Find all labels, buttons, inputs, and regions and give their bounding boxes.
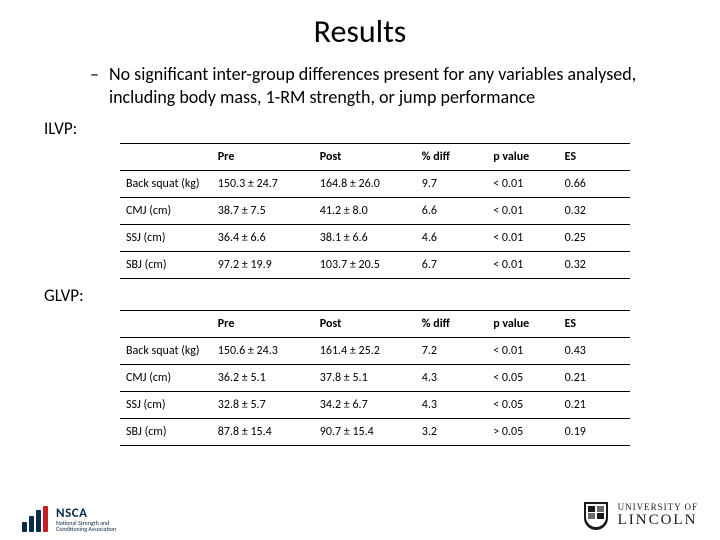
col-label [120, 311, 212, 338]
cell-diff: 4.6 [416, 225, 487, 252]
cell-pval: < 0.05 [487, 365, 558, 392]
table-row: Back squat (kg) 150.3 ± 24.7 164.8 ± 26.… [120, 171, 630, 198]
bullet-text: No significant inter-group differences p… [109, 63, 660, 108]
glvp-table-wrap: Pre Post % diff p value ES Back squat (k… [120, 310, 630, 446]
cell-post: 38.1 ± 6.6 [314, 225, 416, 252]
cell-pre: 150.3 ± 24.7 [212, 171, 314, 198]
col-label [120, 144, 212, 171]
cell-post: 37.8 ± 5.1 [314, 365, 416, 392]
ilvp-table-wrap: Pre Post % diff p value ES Back squat (k… [120, 143, 630, 279]
cell-diff: 6.7 [416, 252, 487, 279]
table-header-row: Pre Post % diff p value ES [120, 144, 630, 171]
cell-diff: 4.3 [416, 365, 487, 392]
cell-es: 0.32 [559, 252, 630, 279]
col-pval: p value [487, 311, 558, 338]
cell-pval: < 0.01 [487, 171, 558, 198]
cell-diff: 9.7 [416, 171, 487, 198]
cell-pre: 87.8 ± 15.4 [212, 419, 314, 446]
table-row: CMJ (cm) 38.7 ± 7.5 41.2 ± 8.0 6.6 < 0.0… [120, 198, 630, 225]
cell-label: SBJ (cm) [120, 419, 212, 446]
nsca-line2: Conditioning Association [56, 526, 116, 532]
nsca-logo: NSCA National Strength and Conditioning … [22, 506, 116, 532]
table-row: CMJ (cm) 36.2 ± 5.1 37.8 ± 5.1 4.3 < 0.0… [120, 365, 630, 392]
cell-post: 164.8 ± 26.0 [314, 171, 416, 198]
col-diff: % diff [416, 144, 487, 171]
cell-label: Back squat (kg) [120, 338, 212, 365]
cell-label: SSJ (cm) [120, 392, 212, 419]
lincoln-bottom: LINCOLN [618, 513, 698, 529]
group-label-glvp: GLVP: [44, 285, 690, 306]
cell-post: 34.2 ± 6.7 [314, 392, 416, 419]
col-pval: p value [487, 144, 558, 171]
cell-label: SSJ (cm) [120, 225, 212, 252]
cell-diff: 6.6 [416, 198, 487, 225]
col-post: Post [314, 311, 416, 338]
cell-diff: 7.2 [416, 338, 487, 365]
cell-pre: 36.2 ± 5.1 [212, 365, 314, 392]
table-row: Back squat (kg) 150.6 ± 24.3 161.4 ± 25.… [120, 338, 630, 365]
col-post: Post [314, 144, 416, 171]
col-diff: % diff [416, 311, 487, 338]
cell-es: 0.21 [559, 365, 630, 392]
col-pre: Pre [212, 311, 314, 338]
page-title: Results [30, 12, 690, 51]
cell-pval: < 0.01 [487, 252, 558, 279]
cell-es: 0.32 [559, 198, 630, 225]
group-label-ilvp: ILVP: [44, 118, 690, 139]
cell-es: 0.66 [559, 171, 630, 198]
cell-pre: 38.7 ± 7.5 [212, 198, 314, 225]
ilvp-table: Pre Post % diff p value ES Back squat (k… [120, 143, 630, 279]
col-es: ES [559, 311, 630, 338]
cell-post: 161.4 ± 25.2 [314, 338, 416, 365]
cell-label: CMJ (cm) [120, 365, 212, 392]
crest-icon [582, 500, 610, 532]
cell-diff: 4.3 [416, 392, 487, 419]
bullet-dash-icon: – [90, 63, 99, 86]
cell-pval: < 0.01 [487, 225, 558, 252]
table-header-row: Pre Post % diff p value ES [120, 311, 630, 338]
nsca-acronym: NSCA [56, 507, 116, 520]
cell-pval: < 0.01 [487, 338, 558, 365]
col-pre: Pre [212, 144, 314, 171]
slide: Results – No significant inter-group dif… [0, 0, 720, 540]
cell-diff: 3.2 [416, 419, 487, 446]
nsca-mark-icon [22, 506, 50, 532]
cell-label: CMJ (cm) [120, 198, 212, 225]
cell-pval: < 0.05 [487, 392, 558, 419]
col-es: ES [559, 144, 630, 171]
cell-post: 90.7 ± 15.4 [314, 419, 416, 446]
cell-es: 0.25 [559, 225, 630, 252]
cell-pre: 32.8 ± 5.7 [212, 392, 314, 419]
lincoln-text: UNIVERSITY OF LINCOLN [618, 503, 698, 528]
cell-label: SBJ (cm) [120, 252, 212, 279]
cell-es: 0.43 [559, 338, 630, 365]
footer: NSCA National Strength and Conditioning … [0, 500, 720, 532]
cell-post: 103.7 ± 20.5 [314, 252, 416, 279]
table-row: SBJ (cm) 97.2 ± 19.9 103.7 ± 20.5 6.7 < … [120, 252, 630, 279]
cell-post: 41.2 ± 8.0 [314, 198, 416, 225]
cell-pre: 97.2 ± 19.9 [212, 252, 314, 279]
table-row: SBJ (cm) 87.8 ± 15.4 90.7 ± 15.4 3.2 > 0… [120, 419, 630, 446]
glvp-table: Pre Post % diff p value ES Back squat (k… [120, 310, 630, 446]
cell-pre: 36.4 ± 6.6 [212, 225, 314, 252]
table-row: SSJ (cm) 32.8 ± 5.7 34.2 ± 6.7 4.3 < 0.0… [120, 392, 630, 419]
bullet-item: – No significant inter-group differences… [90, 63, 660, 108]
cell-es: 0.21 [559, 392, 630, 419]
cell-label: Back squat (kg) [120, 171, 212, 198]
nsca-text: NSCA National Strength and Conditioning … [56, 507, 116, 532]
cell-pval: > 0.05 [487, 419, 558, 446]
cell-es: 0.19 [559, 419, 630, 446]
cell-pre: 150.6 ± 24.3 [212, 338, 314, 365]
lincoln-logo: UNIVERSITY OF LINCOLN [582, 500, 698, 532]
table-row: SSJ (cm) 36.4 ± 6.6 38.1 ± 6.6 4.6 < 0.0… [120, 225, 630, 252]
cell-pval: < 0.01 [487, 198, 558, 225]
